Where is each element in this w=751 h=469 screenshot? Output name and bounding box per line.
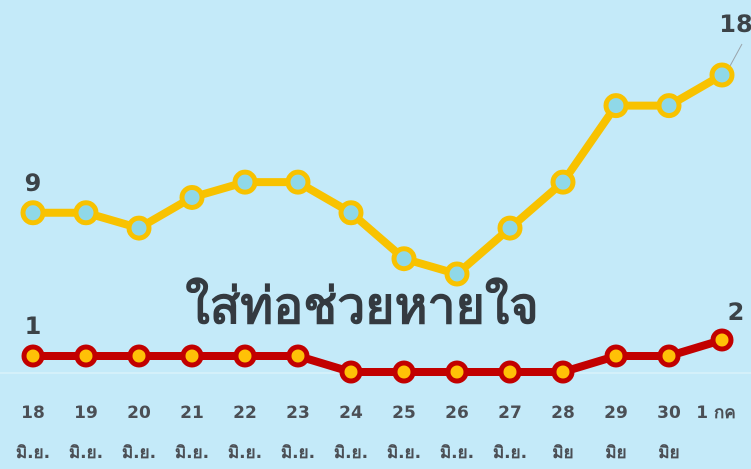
series-1-point[interactable] <box>339 360 363 384</box>
x-tick-day-label: 27 <box>498 403 522 423</box>
x-tick-day-label: 22 <box>233 403 257 423</box>
series-0-point[interactable] <box>126 215 152 241</box>
x-tick-day-label: 19 <box>74 403 98 423</box>
x-tick-month-label: มิย <box>605 443 626 463</box>
x-tick-day-label: 24 <box>339 403 363 423</box>
x-tick-month-label: มิ.ย. <box>228 443 262 463</box>
x-tick-day-label: 23 <box>286 403 310 423</box>
x-tick-month-label: มิ.ย. <box>281 443 315 463</box>
x-tick-month-label: มิ.ย. <box>334 443 368 463</box>
x-tick-month-label: มิ.ย. <box>175 443 209 463</box>
series-0-point[interactable] <box>73 200 99 226</box>
x-tick-month-label: มิ.ย. <box>440 443 474 463</box>
series-1-point[interactable] <box>392 360 416 384</box>
x-tick-day-label: 25 <box>392 403 416 423</box>
pointer-line <box>729 43 743 67</box>
series-1-point[interactable] <box>604 344 628 368</box>
series-1-point[interactable] <box>74 344 98 368</box>
series-0-data-label: 9 <box>25 169 42 197</box>
series-1-point[interactable] <box>445 360 469 384</box>
series-1-point[interactable] <box>657 344 681 368</box>
series-0-point[interactable] <box>285 169 311 195</box>
x-tick-day-label: 30 <box>657 403 681 423</box>
series-layer <box>20 62 735 384</box>
x-tick-month-label: มิย <box>552 443 573 463</box>
x-tick-day-label: 28 <box>551 403 575 423</box>
series-0-point[interactable] <box>709 62 735 88</box>
x-tick-day-label: 21 <box>180 403 204 423</box>
series-0-point[interactable] <box>232 169 258 195</box>
x-tick-month-label: มิ.ย. <box>493 443 527 463</box>
x-tick-month-label: มิ.ย. <box>387 443 421 463</box>
series-0-point[interactable] <box>391 246 417 272</box>
series-1-point[interactable] <box>233 344 257 368</box>
series-1-point[interactable] <box>498 360 522 384</box>
x-tick-month-label: มิ.ย. <box>69 443 103 463</box>
series-0-point[interactable] <box>179 184 205 210</box>
series-0-point[interactable] <box>20 200 46 226</box>
x-tick-day-label: 20 <box>127 403 151 423</box>
x-tick-day-label: 1 กค <box>696 403 735 423</box>
data-label-layer: 9 18 1 2 <box>25 10 751 340</box>
x-tick-month-label: มิย <box>658 443 679 463</box>
x-tick-day-label: 18 <box>21 403 45 423</box>
series-1-point[interactable] <box>127 344 151 368</box>
annotation-label: ใส่ท่อช่วยหายใจ <box>185 277 538 335</box>
series-0-point[interactable] <box>550 169 576 195</box>
series-1-point[interactable] <box>180 344 204 368</box>
series-0-point[interactable] <box>444 261 470 287</box>
series-1-data-label: 1 <box>25 312 42 340</box>
series-0-point[interactable] <box>497 215 523 241</box>
x-tick-day-label: 29 <box>604 403 628 423</box>
x-tick-month-label: มิ.ย. <box>122 443 156 463</box>
series-0-point[interactable] <box>656 93 682 119</box>
series-0-data-label: 18 <box>719 10 751 38</box>
series-1-point[interactable] <box>286 344 310 368</box>
series-1-point[interactable] <box>710 328 734 352</box>
series-1-point[interactable] <box>21 344 45 368</box>
x-tick-month-label: มิ.ย. <box>16 443 50 463</box>
x-tick-day-label: 26 <box>445 403 469 423</box>
series-0-point[interactable] <box>603 93 629 119</box>
x-axis-ticks: 18 มิ.ย. 19 มิ.ย. 20 มิ.ย. 21 มิ.ย. 22 มิ.ย. 23 มิ.… <box>16 403 736 463</box>
series-1-data-label: 2 <box>728 298 745 326</box>
series-0-point[interactable] <box>338 200 364 226</box>
series-1-point[interactable] <box>551 360 575 384</box>
